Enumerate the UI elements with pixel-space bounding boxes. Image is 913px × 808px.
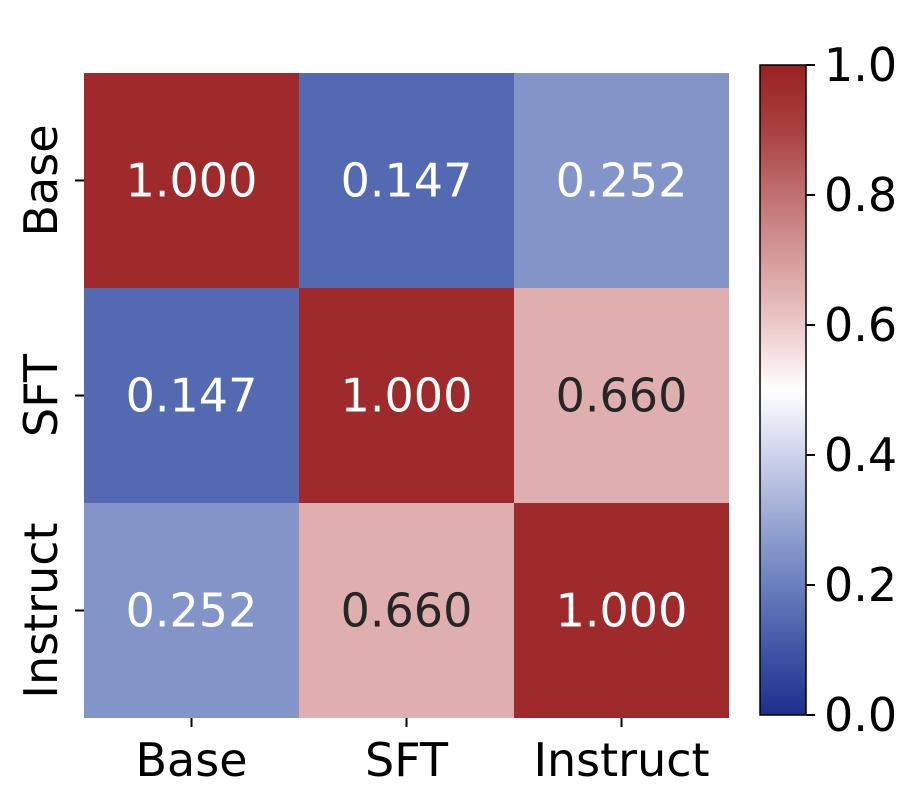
- heatmap-cell-sft-base: [84, 288, 299, 503]
- heatmap-cell-sft-sft: [299, 288, 514, 503]
- colorbar-tick-label: 0.8: [824, 168, 897, 222]
- cell-value-label: 1.000: [556, 584, 688, 638]
- colorbar-frame: [759, 64, 807, 716]
- cell-value-label: 1.000: [126, 154, 258, 208]
- cell-value-label: 0.660: [556, 369, 688, 423]
- colorbar-tick-label: 0.6: [824, 298, 897, 352]
- y-tick-label-base: Base: [14, 124, 68, 236]
- colorbar-tick-label: 0.4: [824, 428, 897, 482]
- x-tick-label-base: Base: [135, 733, 247, 787]
- y-tick-label-sft: SFT: [14, 353, 68, 437]
- heatmap-cell-instruct-base: [84, 503, 299, 718]
- cell-value-label: 0.660: [341, 584, 473, 638]
- heatmap-cell-base-base: [84, 73, 299, 288]
- colorbar-tick-label: 1.0: [824, 38, 897, 92]
- heatmap-cell-labels: 1.000 0.147 0.252 0.147 1.000 0.660 0.252 0.660…: [126, 154, 688, 638]
- cell-value-label: 0.252: [556, 154, 688, 208]
- heatmap-cell-instruct-sft: [299, 503, 514, 718]
- cell-value-label: 0.252: [126, 584, 258, 638]
- cell-value-label: 1.000: [341, 369, 473, 423]
- y-tick-label-instruct: Instruct: [14, 522, 68, 698]
- colorbar: 0.0 0.2 0.4 0.6 0.8 1.0: [759, 38, 897, 742]
- colorbar-tick-label: 0.2: [824, 558, 897, 612]
- colorbar-tick-label: 0.0: [824, 688, 897, 742]
- cell-value-label: 0.147: [126, 369, 258, 423]
- heatmap-cells: [84, 73, 729, 718]
- x-tick-label-sft: SFT: [365, 733, 449, 787]
- heatmap-cell-base-sft: [299, 73, 514, 288]
- x-tick-label-instruct: Instruct: [533, 733, 709, 787]
- heatmap-cell-base-instruct: [514, 73, 729, 288]
- colorbar-gradient: [760, 65, 806, 715]
- heatmap-cell-instruct-instruct: [514, 503, 729, 718]
- cell-value-label: 0.147: [341, 154, 473, 208]
- heatmap-axes: Base SFT Instruct Base SFT Instruct: [14, 124, 710, 787]
- heatmap-cell-sft-instruct: [514, 288, 729, 503]
